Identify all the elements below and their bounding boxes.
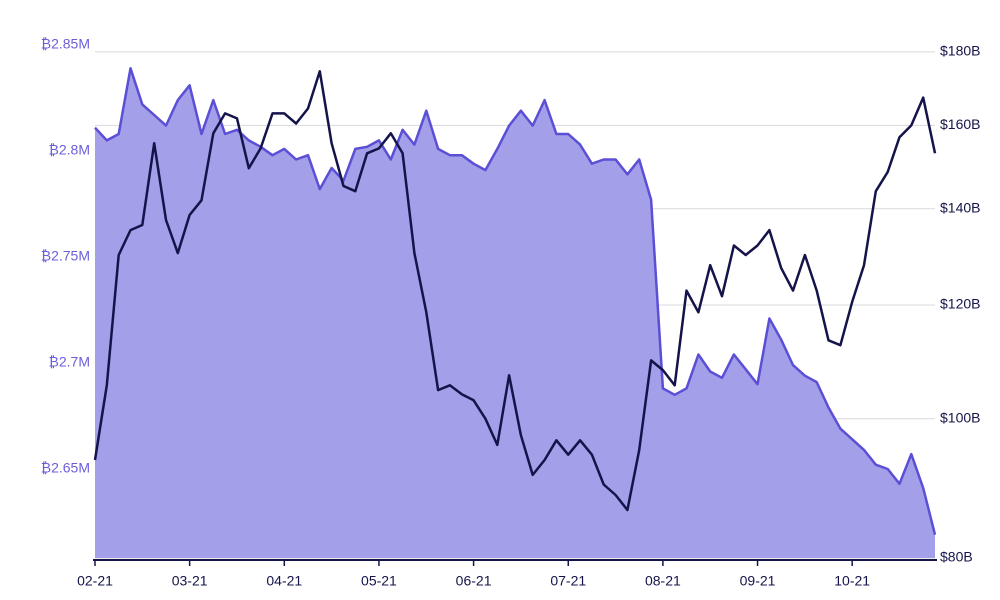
x-tick-label: 08-21 <box>645 573 681 589</box>
x-tick-label: 10-21 <box>834 573 870 589</box>
x-tick-label: 06-21 <box>456 573 492 589</box>
y2-tick-label: $100B <box>940 409 980 425</box>
y2-tick-label: $160B <box>940 116 980 132</box>
y2-tick-label: $180B <box>940 43 980 59</box>
x-tick-label: 02-21 <box>77 573 113 589</box>
x-tick-label: 05-21 <box>361 573 397 589</box>
line <box>93 70 937 512</box>
y-tick-label: ₿2.65M <box>41 460 90 476</box>
y-tick-label: ₿2.7M <box>49 354 91 370</box>
x-tick-label: 03-21 <box>172 573 208 589</box>
x-tick-label: 04-21 <box>266 573 302 589</box>
area-edge <box>94 67 937 536</box>
y2-tick-label: $140B <box>940 199 980 215</box>
y-tick-label: ₿2.85M <box>41 36 90 52</box>
y-tick-label: ₿2.8M <box>49 142 91 158</box>
x-tick-label: 07-21 <box>550 573 586 589</box>
area-fill <box>95 68 935 559</box>
y2-tick-label: $120B <box>940 296 980 312</box>
y2-tick-label: $80B <box>940 549 973 565</box>
x-tick-label: 09-21 <box>740 573 776 589</box>
y-tick-label: ₿2.75M <box>41 248 90 264</box>
